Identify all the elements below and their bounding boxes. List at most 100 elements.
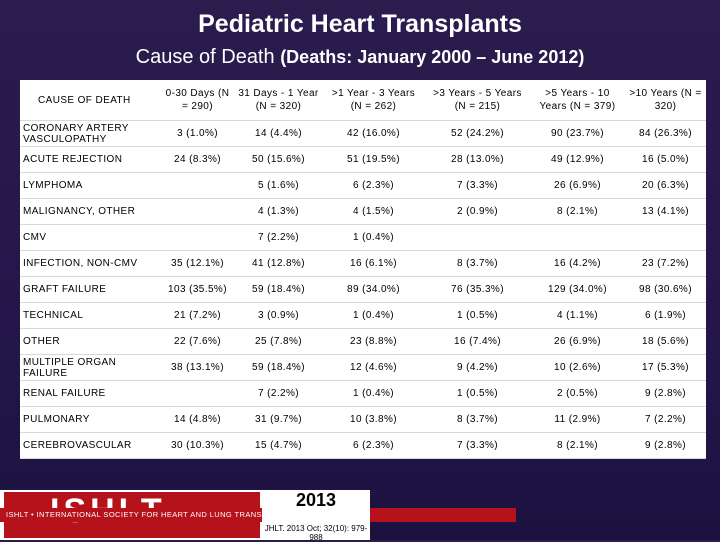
table-cell: 35 (12.1%) — [160, 250, 235, 277]
table-cell: 26 (6.9%) — [530, 172, 625, 199]
row-label: CMV — [20, 224, 160, 251]
table-row: MALIGNANCY, OTHER 4 (1.3%) 4 (1.5%) 2 (0.9%… — [20, 198, 706, 225]
table-cell — [160, 380, 235, 407]
table-cell: 9 (2.8%) — [625, 432, 706, 459]
table-cell: 9 (2.8%) — [625, 380, 706, 407]
column-header: >10 Years (N = 320) — [625, 80, 706, 121]
table-cell: 49 (12.9%) — [530, 146, 625, 173]
table-cell: 42 (16.0%) — [322, 120, 425, 147]
table-cell: 1 (0.4%) — [322, 380, 425, 407]
table-cell: 59 (18.4%) — [235, 276, 322, 303]
row-label: CORONARY ARTERY VASCULOPATHY — [20, 120, 160, 147]
table-cell: 59 (18.4%) — [235, 354, 322, 381]
table-cell: 129 (34.0%) — [530, 276, 625, 303]
table-cell: 10 (3.8%) — [322, 406, 425, 433]
table-cell: 25 (7.8%) — [235, 328, 322, 355]
table-cell: 16 (5.0%) — [625, 146, 706, 173]
table-row: TECHNICAL 21 (7.2%) 3 (0.9%) 1 (0.4%) 1 (0.5… — [20, 302, 706, 329]
table-cell: 20 (6.3%) — [625, 172, 706, 199]
table-row: OTHER 22 (7.6%) 25 (7.8%) 23 (8.8%) 16 (7.4%… — [20, 328, 706, 355]
subtitle-main: Cause of Death — [135, 46, 275, 68]
table-cell: 11 (2.9%) — [530, 406, 625, 433]
table-row: LYMPHOMA 5 (1.6%) 6 (2.3%) 7 (3.3%) 26 (6.9%… — [20, 172, 706, 199]
table-cell — [530, 224, 625, 251]
table-row: PULMONARY 14 (4.8%) 31 (9.7%) 10 (3.8%) 8 (3… — [20, 406, 706, 433]
table-cell: 2 (0.5%) — [530, 380, 625, 407]
table-cell: 51 (19.5%) — [322, 146, 425, 173]
table-cell: 8 (3.7%) — [425, 406, 530, 433]
society-band: ISHLT • INTERNATIONAL SOCIETY FOR HEART … — [0, 508, 516, 522]
table-cell: 6 (1.9%) — [625, 302, 706, 329]
table-cell: 4 (1.1%) — [530, 302, 625, 329]
column-header: CAUSE OF DEATH — [20, 80, 160, 121]
table-cell — [160, 224, 235, 251]
table-row: CMV 7 (2.2%) 1 (0.4%) — [20, 224, 706, 251]
table-cell: 52 (24.2%) — [425, 120, 530, 147]
table-cell: 13 (4.1%) — [625, 198, 706, 225]
column-header: >1 Year - 3 Years (N = 262) — [322, 80, 425, 121]
table-body: CORONARY ARTERY VASCULOPATHY 3 (1.0%) 14 (… — [20, 120, 706, 459]
table-row: CEREBROVASCULAR 30 (10.3%) 15 (4.7%) 6 (2.3… — [20, 432, 706, 459]
table-cell: 8 (2.1%) — [530, 432, 625, 459]
table-cell: 3 (1.0%) — [160, 120, 235, 147]
row-label: OTHER — [20, 328, 160, 355]
table-cell: 1 (0.4%) — [322, 224, 425, 251]
row-label: MULTIPLE ORGAN FAILURE — [20, 354, 160, 381]
table-row: INFECTION, NON-CMV 35 (12.1%) 41 (12.8%) 16… — [20, 250, 706, 277]
table-cell: 8 (2.1%) — [530, 198, 625, 225]
table-cell: 6 (2.3%) — [322, 172, 425, 199]
table-cell: 16 (7.4%) — [425, 328, 530, 355]
table-cell: 18 (5.6%) — [625, 328, 706, 355]
table-cell: 50 (15.6%) — [235, 146, 322, 173]
year: 2013 — [295, 490, 337, 510]
row-label: GRAFT FAILURE — [20, 276, 160, 303]
table-cell: 16 (4.2%) — [530, 250, 625, 277]
table-cell: 17 (5.3%) — [625, 354, 706, 381]
table-cell: 15 (4.7%) — [235, 432, 322, 459]
table-cell: 98 (30.6%) — [625, 276, 706, 303]
row-label: ACUTE REJECTION — [20, 146, 160, 173]
row-label: LYMPHOMA — [20, 172, 160, 199]
table-cell — [160, 198, 235, 225]
row-label: CEREBROVASCULAR — [20, 432, 160, 459]
table-cell: 7 (3.3%) — [425, 172, 530, 199]
table-cell — [160, 172, 235, 199]
table-cell: 7 (3.3%) — [425, 432, 530, 459]
table-cell: 4 (1.5%) — [322, 198, 425, 225]
row-label: MALIGNANCY, OTHER — [20, 198, 160, 225]
table-cell: 38 (13.1%) — [160, 354, 235, 381]
table-row: RENAL FAILURE 7 (2.2%) 1 (0.4%) 1 (0.5%) 2 (… — [20, 380, 706, 407]
table-cell: 24 (8.3%) — [160, 146, 235, 173]
row-label: TECHNICAL — [20, 302, 160, 329]
table-cell — [425, 224, 530, 251]
table-cell — [625, 224, 706, 251]
table-cell: 10 (2.6%) — [530, 354, 625, 381]
table-cell: 23 (8.8%) — [322, 328, 425, 355]
header-row: CAUSE OF DEATH 0-30 Days (N = 290) 31 Days… — [20, 80, 706, 121]
table-cell: 1 (0.4%) — [322, 302, 425, 329]
table-cell: 84 (26.3%) — [625, 120, 706, 147]
table-cell: 6 (2.3%) — [322, 432, 425, 459]
table-row: GRAFT FAILURE 103 (35.5%) 59 (18.4%) 89 (34… — [20, 276, 706, 303]
table-cell: 90 (23.7%) — [530, 120, 625, 147]
title: Pediatric Heart Transplants — [198, 10, 522, 38]
table-cell: 76 (35.3%) — [425, 276, 530, 303]
table-cell: 14 (4.4%) — [235, 120, 322, 147]
subtitle: Cause of Death (Deaths: January 2000 – J… — [0, 46, 720, 69]
table-cell: 7 (2.2%) — [625, 406, 706, 433]
table-cell: 1 (0.5%) — [425, 302, 530, 329]
table-cell: 103 (35.5%) — [160, 276, 235, 303]
table-row: ACUTE REJECTION 24 (8.3%) 50 (15.6%) 51 (19… — [20, 146, 706, 173]
citation-box: 2013 JHLT. 2013 Oct; 32(10): 979-988 — [262, 490, 370, 542]
table-cell: 30 (10.3%) — [160, 432, 235, 459]
table-cell: 28 (13.0%) — [425, 146, 530, 173]
table-cell: 16 (6.1%) — [322, 250, 425, 277]
column-header: 31 Days - 1 Year (N = 320) — [235, 80, 322, 121]
column-header: >3 Years - 5 Years (N = 215) — [425, 80, 530, 121]
cause-of-death-table: CAUSE OF DEATH 0-30 Days (N = 290) 31 Days… — [20, 80, 706, 459]
column-header: >5 Years - 10 Years (N = 379) — [530, 80, 625, 121]
column-header: 0-30 Days (N = 290) — [160, 80, 235, 121]
table-cell: 22 (7.6%) — [160, 328, 235, 355]
table-cell: 14 (4.8%) — [160, 406, 235, 433]
